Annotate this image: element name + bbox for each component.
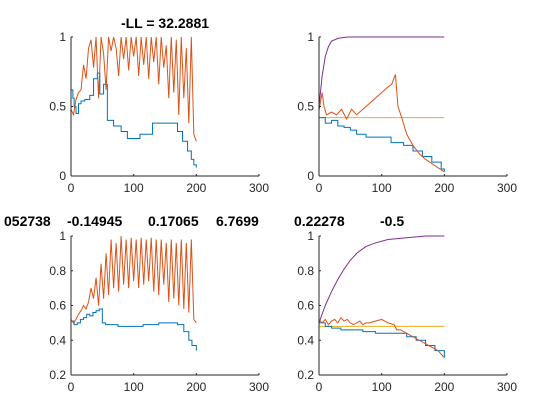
subplot-1: 0 100 200 300 0 0.5 1 <box>49 30 269 195</box>
y-tick-label: 1 <box>59 30 66 44</box>
subplot-2: 0 100 200 300 0 0.5 1 <box>297 30 517 195</box>
series-line-1 <box>71 308 197 351</box>
x-tick-label: 100 <box>372 181 392 195</box>
x-tick-label: 0 <box>316 380 323 394</box>
y-tick-label: 0.5 <box>49 100 66 114</box>
y-tick-label: 0.6 <box>49 299 66 313</box>
series-line-3 <box>319 322 445 358</box>
y-tick-label: 0.8 <box>297 264 314 278</box>
x-tick-label: 0 <box>68 380 75 394</box>
y-tick-label: 0.2 <box>49 368 66 382</box>
series-line-4 <box>319 316 445 358</box>
subplot-4: 0 100 200 300 0.2 0.4 0.6 0.8 1 <box>297 229 517 394</box>
y-tick-label: 1 <box>307 229 314 243</box>
parameter-value-3: 0.17065 <box>148 213 199 229</box>
axes-layer: 0 100 200 300 0 0.5 1 0 100 200 300 0 0.5 1 0 100 200 300… <box>49 30 517 394</box>
y-tick-label: 0.2 <box>297 368 314 382</box>
x-tick-label: 300 <box>249 181 269 195</box>
y-tick-label: 0.6 <box>297 299 314 313</box>
series-group <box>71 235 197 351</box>
x-tick-label: 100 <box>372 380 392 394</box>
series-line-2 <box>71 36 197 142</box>
parameter-value-6: -0.5 <box>380 213 404 229</box>
y-tick-label: 0 <box>59 169 66 183</box>
x-tick-label: 200 <box>434 380 454 394</box>
y-tick-label: 1 <box>307 30 314 44</box>
series-line-1 <box>71 72 197 168</box>
y-tick-label: 0.4 <box>49 333 66 347</box>
y-tick-label: 0 <box>307 169 314 183</box>
series-line-1 <box>319 235 445 324</box>
subplot-1-title: -LL = 32.2881 <box>121 15 209 31</box>
parameter-value-1: 052738 <box>4 213 51 229</box>
x-tick-label: 300 <box>497 181 517 195</box>
y-tick-label: 0.4 <box>297 333 314 347</box>
x-tick-label: 200 <box>186 380 206 394</box>
x-tick-label: 100 <box>124 380 144 394</box>
series-line-4 <box>319 74 445 173</box>
series-group <box>71 36 197 168</box>
parameter-value-5: 0.22278 <box>294 213 345 229</box>
y-tick-label: 0.8 <box>49 264 66 278</box>
series-group <box>319 36 445 173</box>
y-tick-label: 0.5 <box>297 100 314 114</box>
subplot-3: 0 100 200 300 0.2 0.4 0.6 0.8 1 <box>49 229 269 394</box>
x-tick-label: 300 <box>497 380 517 394</box>
x-tick-label: 100 <box>124 181 144 195</box>
x-tick-label: 0 <box>316 181 323 195</box>
series-group <box>319 235 445 358</box>
series-line-2 <box>71 235 197 324</box>
series-line-3 <box>319 117 445 172</box>
x-tick-label: 200 <box>186 181 206 195</box>
parameter-value-2: -0.14945 <box>67 213 122 229</box>
y-tick-label: 1 <box>59 229 66 243</box>
x-tick-label: 200 <box>434 181 454 195</box>
parameter-value-4: 6.7699 <box>216 213 259 229</box>
series-line-1 <box>319 36 445 107</box>
x-tick-label: 300 <box>249 380 269 394</box>
x-tick-label: 0 <box>68 181 75 195</box>
parameter-row: 052738 -0.14945 0.17065 6.7699 0.22278 -… <box>4 213 404 229</box>
